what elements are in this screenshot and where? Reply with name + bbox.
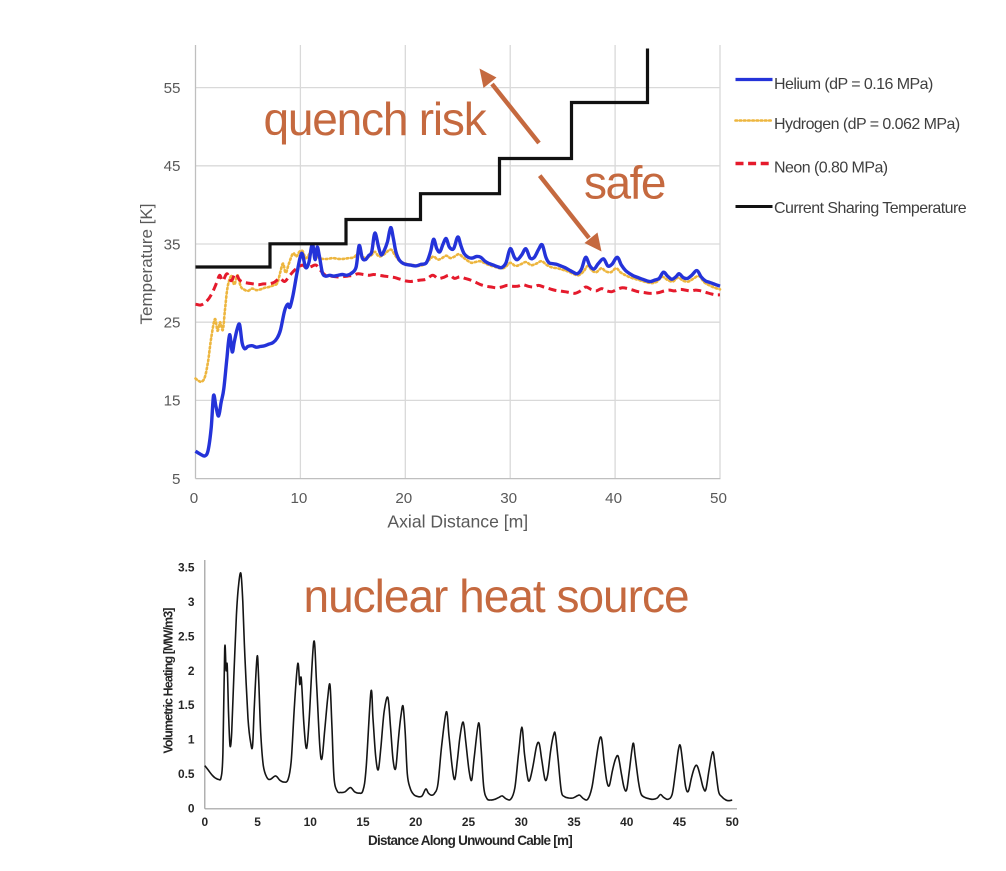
svg-text:30: 30: [515, 815, 529, 829]
svg-text:20: 20: [409, 815, 423, 829]
svg-text:Distance Along Unwound Cable [: Distance Along Unwound Cable [m]: [368, 833, 572, 848]
svg-text:25: 25: [462, 815, 476, 829]
svg-text:50: 50: [726, 815, 740, 829]
svg-text:Temperature [K]: Temperature [K]: [137, 204, 156, 325]
svg-text:5: 5: [172, 471, 180, 488]
svg-text:3.5: 3.5: [178, 560, 195, 574]
svg-text:45: 45: [673, 815, 687, 829]
svg-text:0: 0: [201, 815, 208, 829]
svg-text:quench risk: quench risk: [264, 93, 488, 145]
svg-text:45: 45: [164, 158, 181, 175]
svg-text:Current Sharing Temperature: Current Sharing Temperature: [774, 200, 967, 217]
svg-text:15: 15: [164, 393, 181, 410]
svg-text:Neon (0.80 MPa): Neon (0.80 MPa): [774, 160, 888, 177]
svg-text:Axial Distance [m]: Axial Distance [m]: [387, 512, 528, 532]
svg-text:35: 35: [567, 815, 581, 829]
svg-text:2.5: 2.5: [178, 629, 195, 643]
svg-text:55: 55: [164, 80, 181, 97]
svg-text:5: 5: [254, 815, 261, 829]
svg-text:1: 1: [188, 733, 195, 747]
svg-text:35: 35: [164, 236, 181, 253]
svg-text:Hydrogen (dP = 0.062 MPa): Hydrogen (dP = 0.062 MPa): [774, 116, 960, 133]
svg-text:25: 25: [164, 315, 181, 332]
svg-text:Volumetric Heating [MW/m3]: Volumetric Heating [MW/m3]: [162, 608, 176, 754]
svg-text:3: 3: [188, 595, 195, 609]
svg-text:10: 10: [304, 815, 318, 829]
svg-text:30: 30: [500, 490, 517, 507]
svg-text:50: 50: [710, 490, 727, 507]
svg-text:20: 20: [395, 490, 412, 507]
svg-text:Helium (dP = 0.16 MPa): Helium (dP = 0.16 MPa): [774, 76, 933, 93]
svg-text:nuclear heat source: nuclear heat source: [304, 570, 689, 622]
svg-text:40: 40: [620, 815, 634, 829]
svg-text:1.5: 1.5: [178, 698, 195, 712]
svg-text:0: 0: [188, 802, 195, 816]
svg-text:40: 40: [605, 490, 622, 507]
svg-text:2: 2: [188, 664, 195, 678]
svg-text:safe: safe: [584, 157, 665, 209]
svg-text:0: 0: [190, 490, 198, 507]
svg-text:15: 15: [356, 815, 370, 829]
svg-text:0.5: 0.5: [178, 767, 195, 781]
svg-text:10: 10: [290, 490, 307, 507]
